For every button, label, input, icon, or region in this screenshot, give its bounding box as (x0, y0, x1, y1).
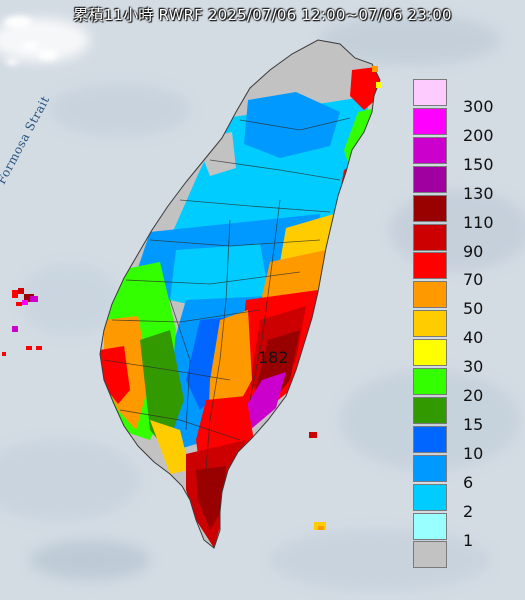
legend-swatch (413, 454, 447, 482)
legend-label: 40 (463, 328, 484, 348)
legend-swatch (413, 541, 447, 569)
orchid-island (314, 522, 326, 530)
legend-label: 15 (463, 414, 484, 434)
legend-label: 110 (463, 212, 494, 232)
max-rainfall-label: 182 (258, 348, 289, 367)
boundary-lines (103, 117, 351, 471)
legend-label: 70 (463, 270, 484, 290)
legend-swatch (413, 310, 447, 338)
legend-label: 130 (463, 183, 494, 203)
legend-swatch (413, 194, 447, 222)
legend-label: 300 (463, 97, 494, 116)
legend-swatch (413, 252, 447, 280)
legend-label: 6 (463, 472, 474, 492)
legend-swatch (413, 281, 447, 309)
legend-swatch (413, 79, 447, 106)
legend-label: 150 (463, 154, 494, 174)
green-island (309, 432, 317, 438)
legend-label: 30 (463, 357, 484, 377)
legend-swatch (413, 368, 447, 395)
legend-label: 200 (463, 125, 494, 145)
legend-swatch (413, 512, 447, 540)
legend-swatch (413, 165, 447, 193)
penghu-islands (2, 288, 42, 356)
legend-swatch (413, 107, 447, 135)
keelung-islet (372, 66, 382, 88)
legend-swatch (413, 339, 447, 367)
legend-swatch (413, 223, 447, 251)
legend-label: 20 (463, 386, 484, 405)
legend-swatch (413, 483, 447, 511)
legend-label: 50 (463, 299, 484, 319)
legend-label: 10 (463, 443, 484, 463)
legend-swatch (413, 425, 447, 453)
legend-label: 2 (463, 501, 474, 521)
island-outline (99, 39, 381, 549)
legend-swatch (413, 136, 447, 164)
legend-swatch (413, 396, 447, 424)
legend-label: 90 (463, 241, 484, 261)
cloud-specks (4, 16, 58, 65)
legend-label: 1 (463, 530, 474, 550)
map-title: 累積11小時 RWRF 2025/07/06 12:00~07/06 23:00 (73, 6, 452, 24)
rainfall-legend: 300 200 150 130 110 90 70 50 40 30 20 15 10 6 2 1 (413, 79, 523, 570)
